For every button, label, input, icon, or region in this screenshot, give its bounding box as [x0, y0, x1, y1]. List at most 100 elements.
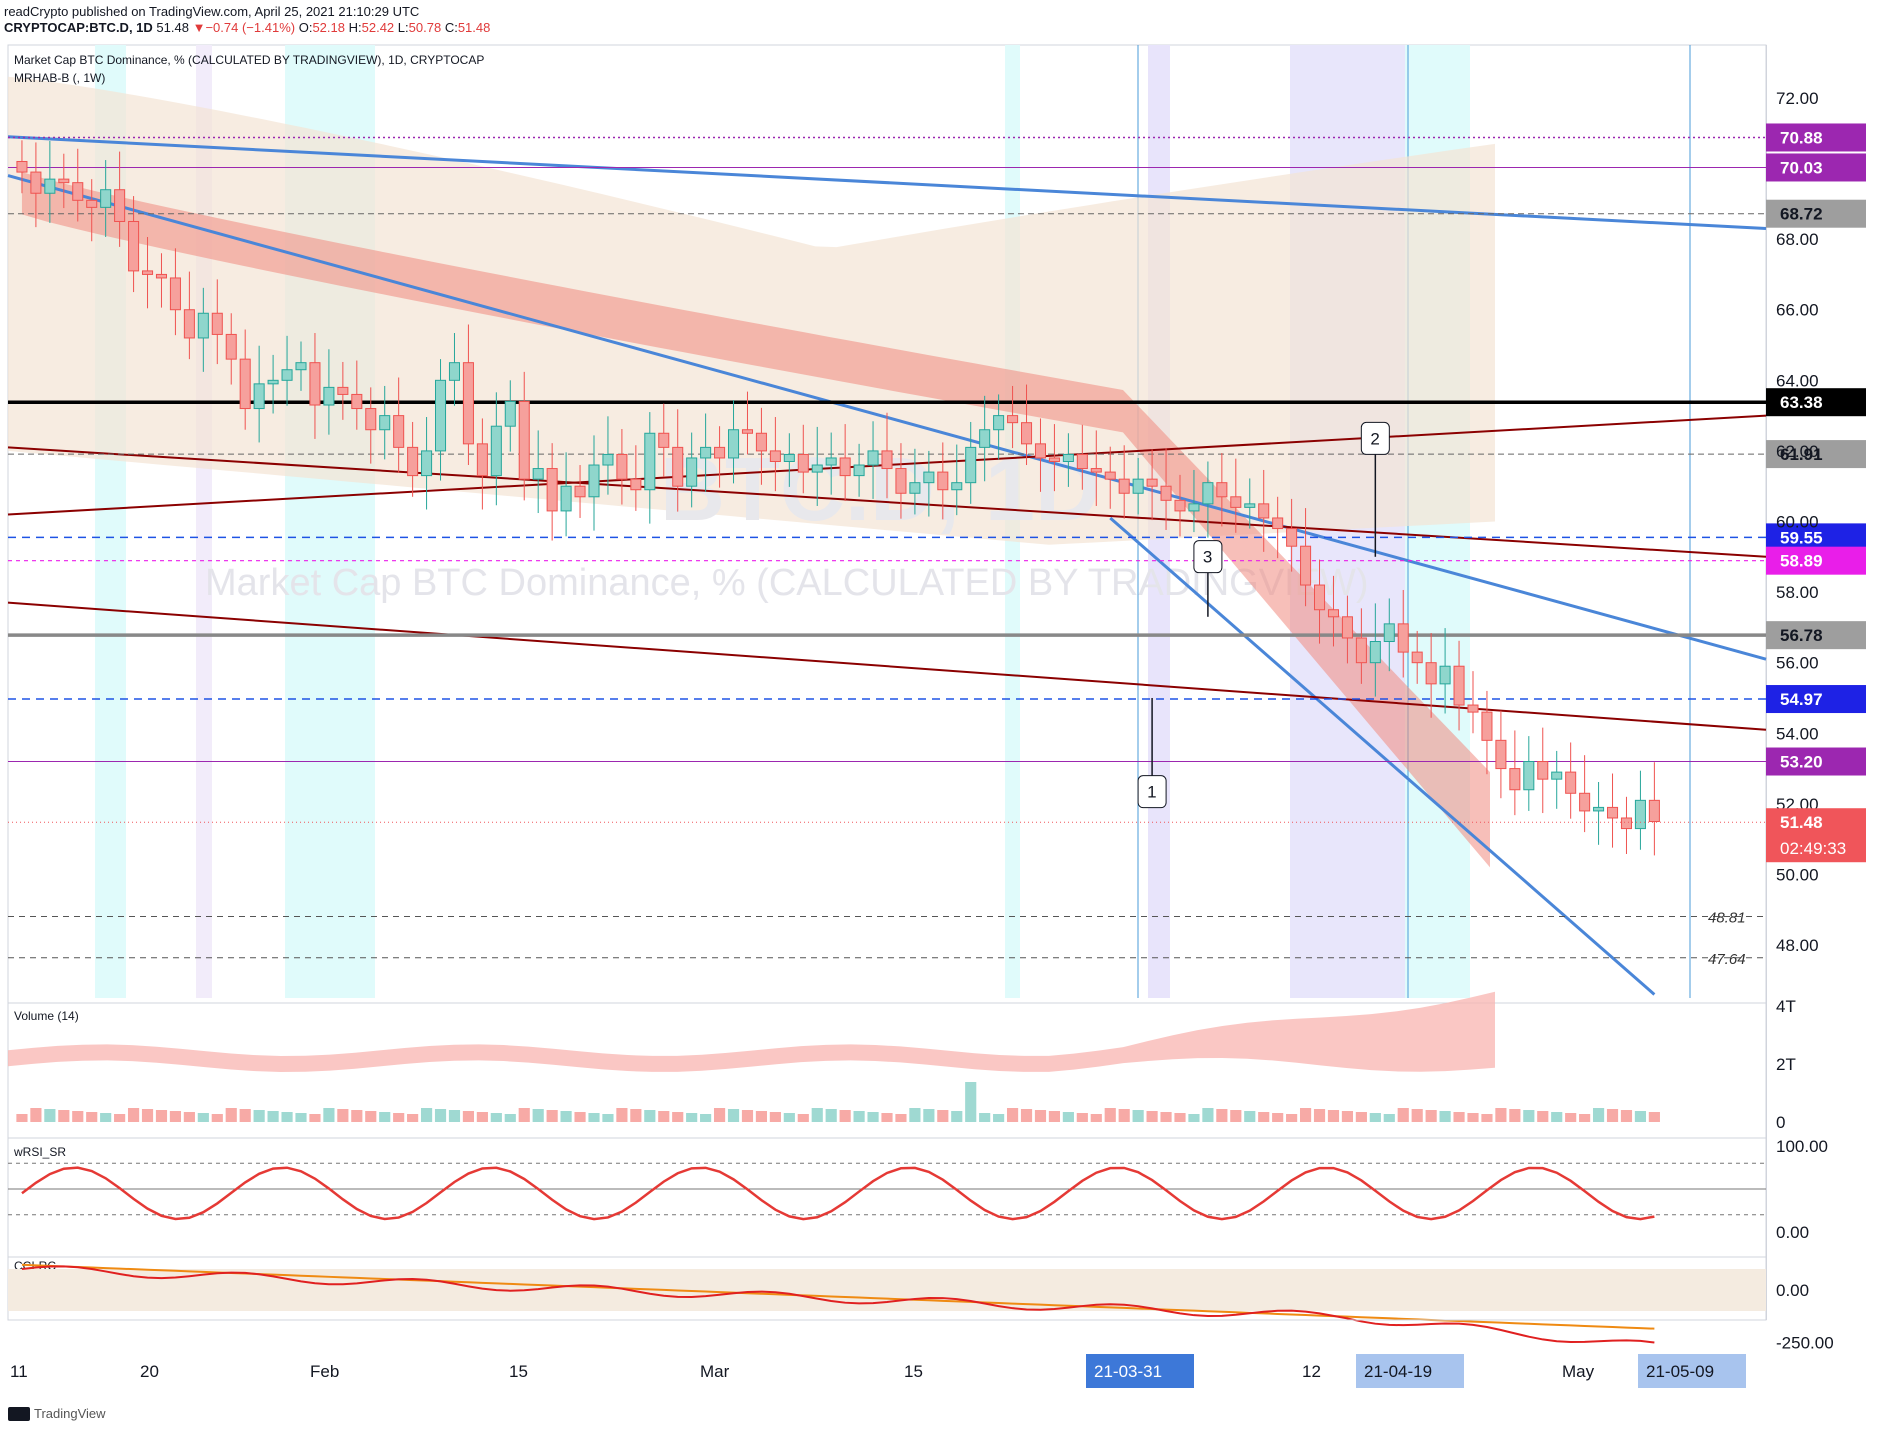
volume-bar: [783, 1113, 795, 1122]
cci-tick-label: -250.00: [1776, 1334, 1834, 1353]
price-tag: 61.91: [1766, 440, 1866, 469]
volume-bar: [546, 1110, 558, 1122]
candle: [1048, 457, 1060, 462]
x-tick-label: 11: [10, 1362, 28, 1381]
candle: [504, 400, 516, 427]
cci-line: [21, 1265, 1655, 1344]
close-label: C:: [444, 20, 458, 35]
volume-bar: [1425, 1110, 1437, 1122]
candle: [1467, 704, 1479, 713]
volume-tick-label: 4T: [1776, 997, 1796, 1016]
candle: [993, 415, 1005, 431]
candle: [72, 182, 84, 201]
volume-bar: [197, 1113, 209, 1122]
volume-bar: [1258, 1112, 1270, 1122]
candle: [741, 429, 753, 434]
volume-bar: [1230, 1110, 1242, 1122]
volume-bar: [420, 1108, 433, 1122]
candle: [1076, 453, 1088, 470]
candle: [1579, 792, 1591, 812]
candle: [1104, 471, 1116, 480]
candle: [1034, 443, 1046, 459]
y-tick-label: 60.00: [1776, 513, 1819, 532]
price-tag-label: 54.97: [1780, 690, 1823, 709]
volume-bar: [811, 1108, 823, 1122]
volume-bar: [1606, 1109, 1619, 1122]
volume-bar: [1648, 1112, 1660, 1122]
volume-bar: [1006, 1108, 1019, 1122]
volume-bar: [1383, 1114, 1395, 1122]
price-tag-label: 61.91: [1780, 445, 1823, 464]
candle: [323, 386, 335, 406]
candle: [1397, 623, 1409, 653]
open-value: 52.18: [312, 20, 345, 35]
volume-bar: [1062, 1112, 1074, 1122]
y-tick-label: 58.00: [1776, 583, 1819, 602]
marker-label: 1: [1147, 783, 1156, 802]
volume-bar: [379, 1112, 391, 1122]
volume-bar: [407, 1114, 419, 1122]
candle: [979, 429, 991, 448]
candle: [211, 312, 223, 335]
candle: [379, 415, 391, 431]
channel-falling-top: [7, 446, 1767, 558]
candle: [155, 273, 167, 279]
y-tick-label: 66.00: [1776, 301, 1819, 320]
volume-bar: [1341, 1111, 1354, 1122]
candle: [1244, 503, 1256, 508]
candle: [407, 446, 419, 477]
volume-bar: [1188, 1114, 1200, 1122]
price-tag: 70.88: [1766, 123, 1866, 152]
candle: [1174, 499, 1186, 512]
indicator-label: MRHAB-B (, 1W): [14, 71, 105, 85]
volume-bar: [1620, 1110, 1633, 1122]
volume-bar: [769, 1112, 781, 1122]
support-label: 48.81: [1708, 909, 1746, 926]
candle: [672, 446, 684, 487]
candle: [1314, 584, 1326, 611]
volume-bar: [448, 1110, 461, 1122]
price-tag-bg: [1766, 123, 1866, 152]
volume-band: [8, 991, 1495, 1072]
volume-bar: [1048, 1111, 1061, 1122]
price-tag-label: 58.89: [1780, 552, 1823, 571]
volume-bar: [825, 1109, 837, 1122]
volume-bar: [1355, 1112, 1367, 1122]
volume-bar: [1132, 1110, 1144, 1122]
candle: [295, 362, 307, 371]
trendline-steep: [1109, 516, 1656, 996]
volume-bar: [839, 1110, 851, 1122]
candle: [169, 277, 181, 311]
volume-bar: [1216, 1109, 1228, 1122]
close-value: 51.48: [457, 20, 491, 35]
price-tag: 70.03: [1766, 153, 1866, 182]
candle: [421, 450, 433, 477]
cci-tick-label: 0.00: [1776, 1281, 1809, 1300]
candle: [881, 450, 893, 470]
volume-bar: [602, 1114, 614, 1122]
candle: [1369, 641, 1381, 664]
volume-bar: [86, 1112, 98, 1122]
volume-bar: [1104, 1108, 1116, 1122]
volume-bar: [727, 1109, 740, 1122]
volume-bar: [183, 1112, 195, 1122]
price-tag: 53.20: [1766, 747, 1866, 776]
price-tag-bg: [1766, 440, 1866, 469]
volume-bar: [100, 1113, 112, 1122]
low-label: L:: [397, 20, 409, 35]
ohlc-line: CRYPTOCAP:BTC.D, 1D 51.48 ▼−0.74 (−1.41%…: [4, 20, 490, 35]
candle: [1258, 503, 1270, 519]
candle: [853, 464, 865, 477]
volume-bar: [1411, 1109, 1423, 1122]
volume-bar: [979, 1113, 991, 1122]
candle: [714, 446, 726, 459]
price-tag-label: 63.38: [1780, 393, 1823, 412]
volume-bar: [1202, 1108, 1214, 1122]
x-tick-label: 21-04-19: [1364, 1362, 1432, 1381]
price-tag: 58.89: [1766, 546, 1866, 575]
x-tick-label: 15: [904, 1362, 923, 1381]
x-tick-label: May: [1562, 1362, 1595, 1381]
volume-bar: [630, 1109, 642, 1122]
candle: [546, 468, 558, 512]
